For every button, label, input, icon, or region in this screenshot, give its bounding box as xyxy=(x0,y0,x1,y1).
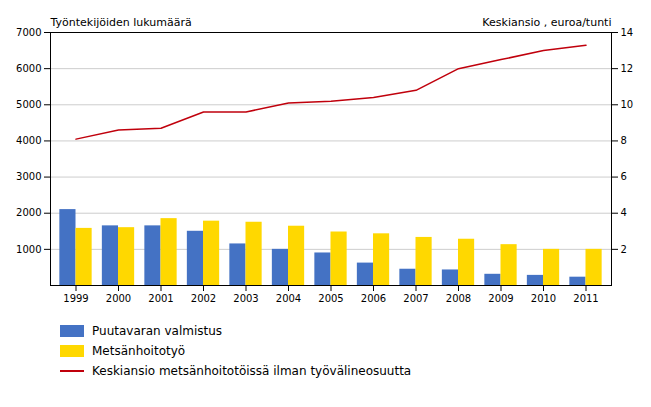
svg-text:2004: 2004 xyxy=(276,293,301,304)
svg-text:Työntekijöiden lukumäärä: Työntekijöiden lukumäärä xyxy=(50,16,192,29)
svg-text:2: 2 xyxy=(621,244,627,255)
svg-text:12: 12 xyxy=(621,63,634,74)
html-text:Metsänhoitotyö: Metsänhoitotyö xyxy=(92,344,186,358)
svg-text:2000: 2000 xyxy=(16,207,41,218)
svg-text:6: 6 xyxy=(621,171,627,182)
svg-text:7000: 7000 xyxy=(16,27,41,38)
svg-text:2002: 2002 xyxy=(191,293,216,304)
svg-text:2000: 2000 xyxy=(106,293,131,304)
svg-text:3000: 3000 xyxy=(16,171,41,182)
svg-text:2001: 2001 xyxy=(148,293,173,304)
svg-text:2006: 2006 xyxy=(361,293,386,304)
html-text:Keskiansio metsänhoitotöissä i: Keskiansio metsänhoitotöissä ilman työvä… xyxy=(92,364,412,378)
svg-text:2009: 2009 xyxy=(488,293,513,304)
svg-text:6000: 6000 xyxy=(16,63,41,74)
svg-text:2010: 2010 xyxy=(531,293,556,304)
svg-text:4: 4 xyxy=(621,207,627,218)
svg-text:2008: 2008 xyxy=(446,293,471,304)
html-text:Puutavaran valmistus: Puutavaran valmistus xyxy=(92,324,223,338)
svg-text:5000: 5000 xyxy=(16,99,41,110)
svg-text:14: 14 xyxy=(621,27,634,38)
svg-text:1000: 1000 xyxy=(16,244,41,255)
svg-text:Keskiansio , euroa/tunti: Keskiansio , euroa/tunti xyxy=(482,16,611,29)
svg-text:8: 8 xyxy=(621,135,627,146)
svg-text:2003: 2003 xyxy=(233,293,258,304)
svg-text:2005: 2005 xyxy=(318,293,343,304)
svg-text:2007: 2007 xyxy=(403,293,428,304)
svg-text:10: 10 xyxy=(621,99,634,110)
svg-text:1999: 1999 xyxy=(63,293,88,304)
svg-text:4000: 4000 xyxy=(16,135,41,146)
svg-text:2011: 2011 xyxy=(573,293,598,304)
